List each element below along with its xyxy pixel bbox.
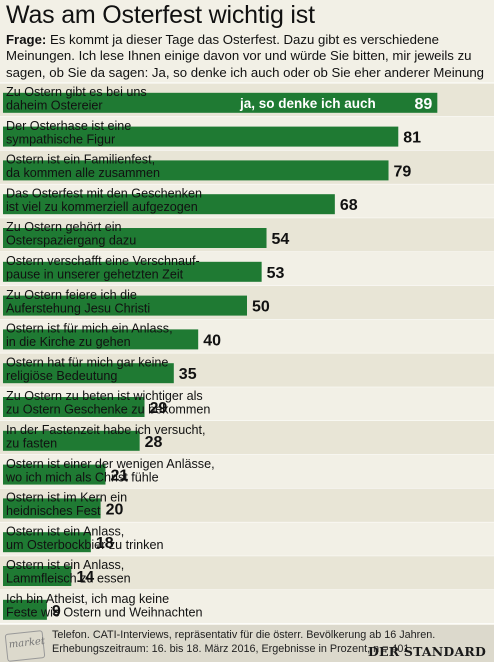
bar	[3, 228, 267, 248]
value-label: 68	[340, 197, 358, 214]
value-label: 53	[267, 265, 285, 282]
value-label: 29	[150, 400, 168, 417]
question-label: Frage:	[6, 32, 47, 47]
category-label: Zu Ostern zu beten ist wichtiger als zu O…	[6, 389, 210, 417]
category-label: Ostern ist für mich ein Anlass, in die Ki…	[6, 322, 173, 350]
category-label: Zu Ostern feiere ich die Auferstehung Jes…	[6, 288, 150, 316]
bar	[3, 430, 140, 451]
bar	[3, 397, 145, 417]
value-label: 21	[110, 468, 128, 485]
value-label: 28	[145, 434, 163, 451]
category-label: Ostern ist einer der wenigen Anlässe, wo …	[5, 457, 215, 485]
category-label: Der Osterhase ist eine sympathische Figur	[6, 119, 131, 147]
bar	[3, 532, 91, 553]
market-logo-text: market	[8, 635, 46, 651]
brand-logo: DER STANDARD	[367, 644, 486, 659]
bar	[3, 126, 399, 147]
chart-title: Was am Osterfest wichtig ist	[6, 1, 315, 29]
category-label: In der Fastenzeit habe ich versucht, zu f…	[6, 423, 206, 451]
value-label: 89	[415, 96, 433, 113]
bar	[3, 363, 174, 384]
value-label: 79	[394, 163, 412, 180]
category-label: Ostern verschafft eine Verschnauf-pause …	[6, 254, 200, 282]
category-label: Ich bin Atheist, ich mag keine Feste wie …	[6, 592, 202, 620]
row-background	[0, 590, 494, 624]
bar	[3, 599, 47, 620]
bar	[3, 92, 438, 113]
category-label: Das Osterfest mit den Geschenken ist viel…	[6, 186, 202, 214]
value-label: 9	[52, 603, 61, 620]
bar	[3, 464, 106, 485]
footnote: Telefon. CATI-Interviews, repräsentativ …	[52, 629, 436, 655]
category-label: Ostern ist im Kern ein heidnisches Fest	[6, 491, 127, 518]
value-label: 18	[96, 535, 114, 552]
bar	[3, 261, 262, 282]
value-label: 50	[252, 299, 270, 316]
series-label: ja, so denke ich auch	[239, 96, 376, 111]
category-label: Ostern ist ein Anlass, Lammfleisch zu ess…	[6, 558, 131, 586]
value-label: 20	[106, 501, 124, 518]
bar	[3, 160, 389, 181]
row-background	[0, 556, 494, 590]
category-label: Zu Ostern gibt es bei uns daheim Ostereie…	[6, 85, 147, 113]
value-label: 14	[76, 569, 94, 586]
bar	[3, 295, 247, 316]
market-logo: market	[4, 630, 46, 662]
category-label: Ostern hat für mich gar keine religiöse B…	[6, 355, 168, 383]
value-label: 81	[403, 130, 421, 147]
category-label: Zu Ostern gehört ein Osterspaziergang daz…	[6, 220, 136, 248]
footer-band	[0, 625, 494, 662]
bar	[3, 329, 199, 350]
category-label: Ostern ist ein Anlass, um Osterbockbier z…	[6, 524, 163, 552]
bar	[3, 194, 335, 215]
value-label: 35	[179, 366, 197, 383]
category-label: Ostern ist ein Familienfest, da kommen al…	[6, 153, 160, 181]
value-label: 40	[203, 332, 221, 349]
bar	[3, 566, 72, 586]
value-label: 54	[272, 231, 290, 248]
bar	[3, 498, 101, 519]
